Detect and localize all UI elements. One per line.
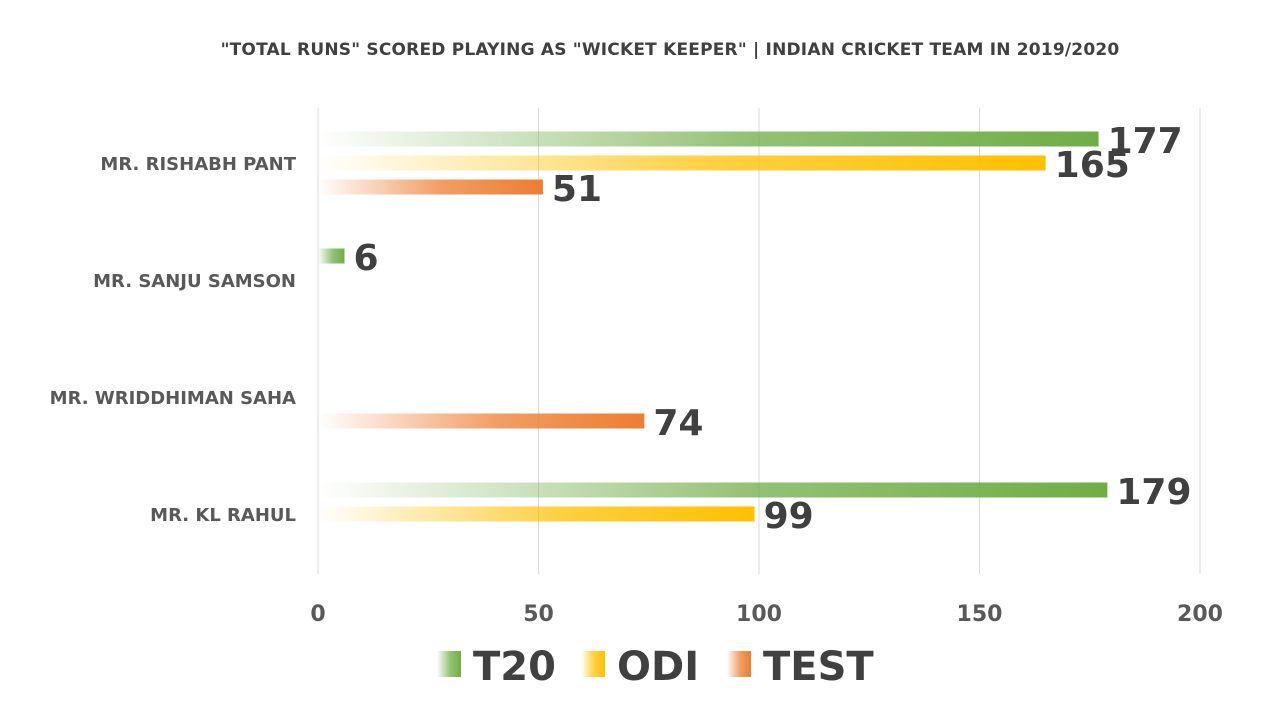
- legend: T20 ODI TEST: [437, 644, 874, 690]
- x-tick-label: 0: [310, 602, 325, 627]
- legend-swatch-test: [727, 651, 751, 677]
- x-tick-label: 50: [523, 602, 554, 627]
- data-label-t20-mr-rishabh-pant: 177: [1108, 121, 1183, 162]
- category-label: MR. SANJU SAMSON: [93, 271, 296, 292]
- x-tick-labels: 0 50 100 150 200: [310, 602, 1223, 627]
- legend-swatch-odi: [581, 651, 605, 677]
- bar-t20-mr-kl-rahul: [318, 482, 1108, 498]
- data-label-t20-mr-kl-rahul: 179: [1116, 472, 1191, 513]
- bar-test-mr-rishabh-pant: [318, 179, 543, 195]
- category-label: MR. KL RAHUL: [150, 505, 296, 526]
- data-label-test-mr-rishabh-pant: 51: [552, 169, 602, 210]
- legend-label-t20: T20: [473, 644, 556, 690]
- bar-odi-mr-rishabh-pant: [318, 155, 1046, 171]
- data-label-odi-mr-kl-rahul: 99: [764, 496, 814, 537]
- category-label: MR. WRIDDHIMAN SAHA: [50, 388, 296, 409]
- legend-label-test: TEST: [763, 644, 874, 690]
- x-tick-label: 100: [736, 602, 782, 627]
- data-label-odi-mr-rishabh-pant: 165: [1055, 145, 1130, 186]
- chart-title: "TOTAL RUNS" SCORED PLAYING AS "WICKET K…: [220, 40, 1120, 60]
- data-label-test-mr-wriddhiman-saha: 74: [653, 403, 703, 444]
- category-labels: MR. RISHABH PANT MR. SANJU SAMSON MR. WRID…: [50, 154, 297, 526]
- category-label: MR. RISHABH PANT: [100, 154, 296, 175]
- x-tick-label: 150: [957, 602, 1003, 627]
- data-label-t20-mr-sanju-samson: 6: [353, 238, 378, 279]
- bar-t20-mr-sanju-samson: [318, 248, 345, 264]
- legend-label-odi: ODI: [617, 644, 699, 690]
- legend-swatch-t20: [437, 651, 461, 677]
- x-tick-label: 200: [1177, 602, 1223, 627]
- bar-test-mr-wriddhiman-saha: [318, 413, 645, 429]
- bar-odi-mr-kl-rahul: [318, 506, 755, 522]
- bar-t20-mr-rishabh-pant: [318, 131, 1099, 147]
